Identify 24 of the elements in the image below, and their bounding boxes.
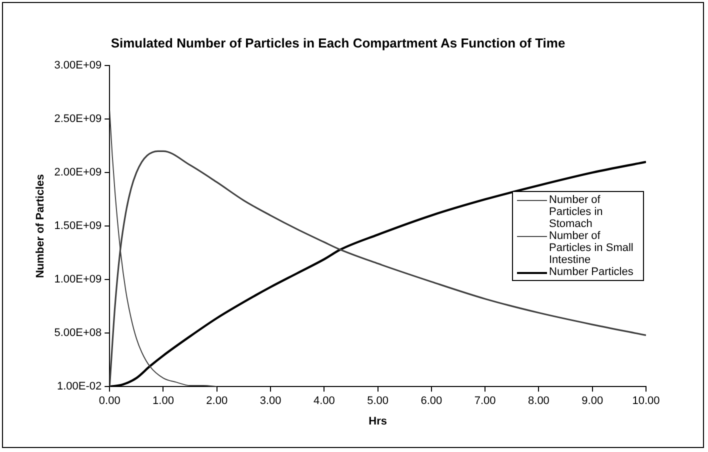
- legend-label: Number of Particles in Stomach: [549, 194, 604, 230]
- y-tick-label: 5.00E+08: [54, 327, 102, 340]
- x-tick-label: 10.00: [632, 395, 660, 408]
- x-tick-label: 4.00: [313, 395, 335, 408]
- y-tick-label: 1.00E+09: [54, 274, 102, 286]
- x-tick-label: 6.00: [420, 395, 442, 408]
- x-tick-label: 7.00: [474, 395, 496, 408]
- legend-label: Number Particles: [549, 266, 634, 278]
- y-tick-label: 3.00E+09: [54, 60, 102, 72]
- x-tick-label: 9.00: [582, 395, 604, 408]
- x-axis-title: Hrs: [368, 415, 387, 428]
- x-tick-label: 0.00: [98, 395, 120, 408]
- x-tick-label: 5.00: [367, 395, 389, 408]
- y-tick-label: 2.50E+09: [54, 113, 102, 126]
- y-axis-title: Number of Particles: [34, 174, 47, 278]
- chart-title: Simulated Number of Particles in Each Compartment As Function of Time: [110, 35, 566, 50]
- x-tick-label: 8.00: [528, 395, 550, 408]
- x-tick-label: 3.00: [260, 395, 282, 408]
- y-tick-label: 2.00E+09: [54, 166, 102, 179]
- x-tick-label: 1.00: [152, 395, 174, 408]
- legend-label: Number of Particles in Small Intestine: [549, 230, 634, 266]
- y-tick-label: 1.00E-02: [56, 380, 102, 393]
- y-tick-label: 1.50E+09: [54, 220, 102, 232]
- x-tick-label: 2.00: [206, 395, 228, 408]
